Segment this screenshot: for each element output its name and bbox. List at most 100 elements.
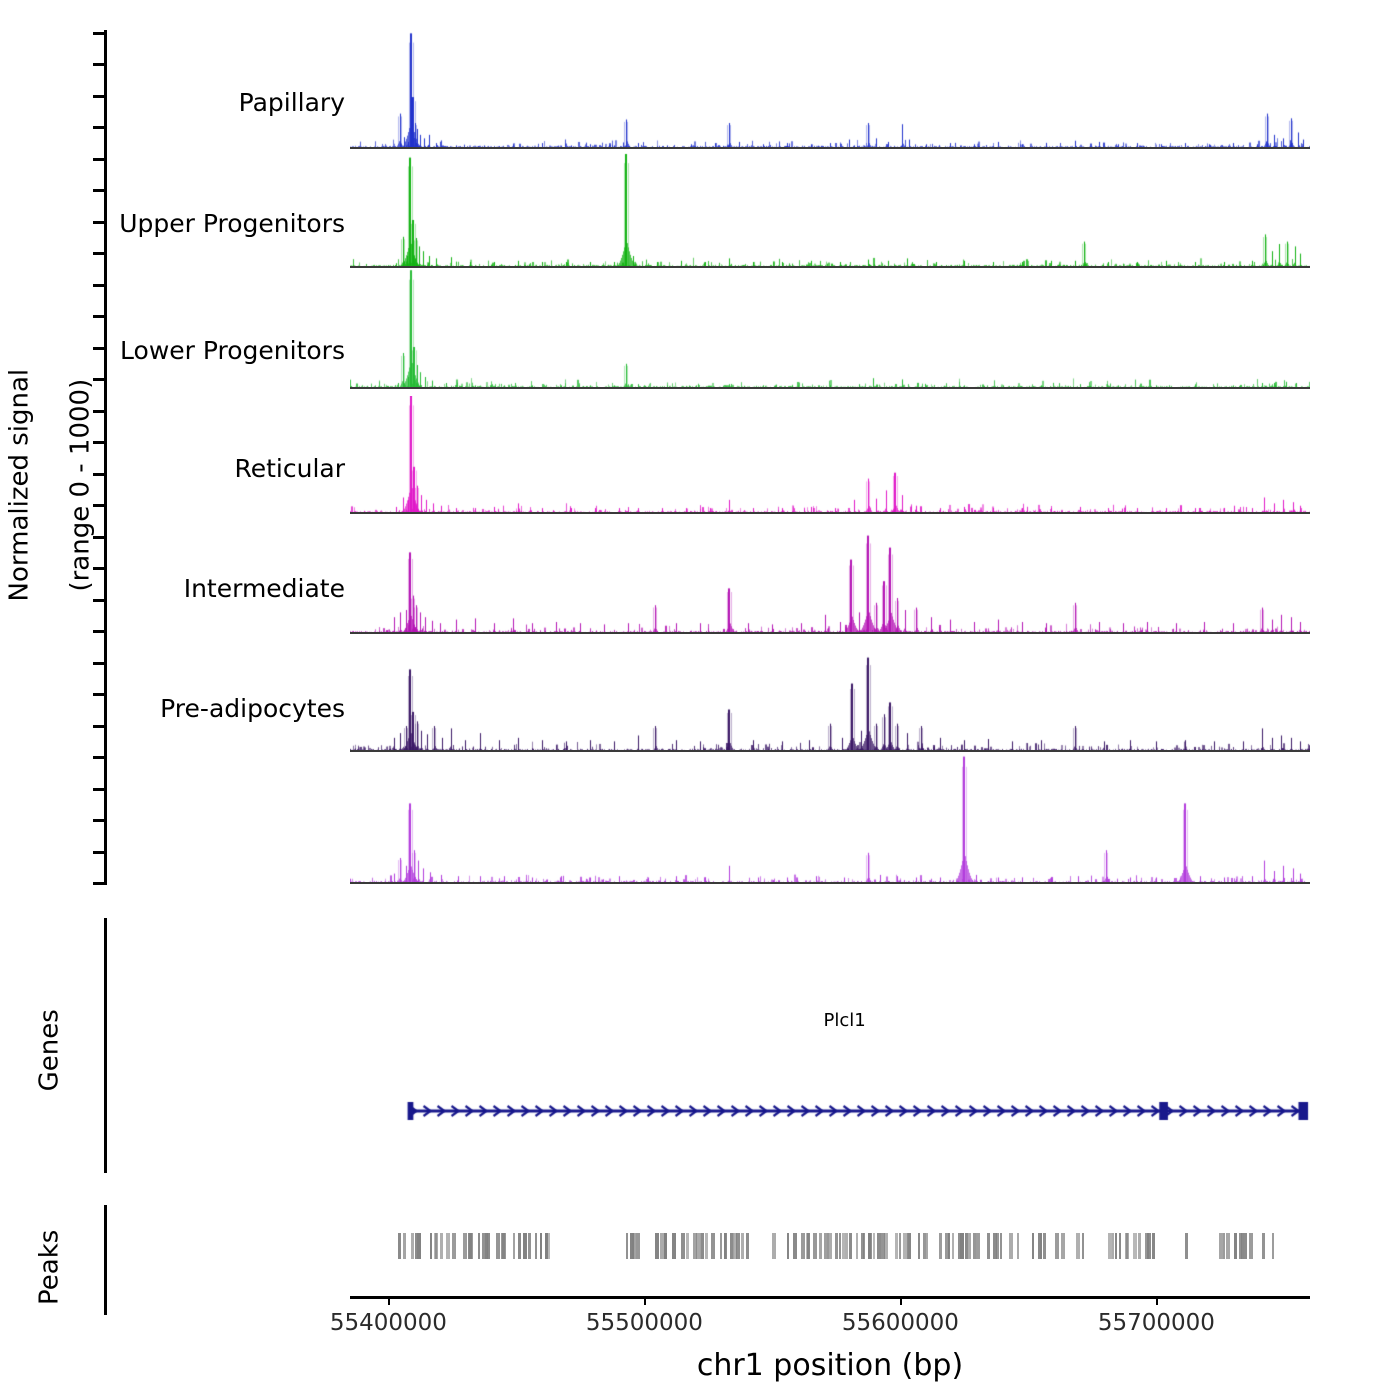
- peak-mark: [958, 1233, 962, 1259]
- peak-mark: [824, 1233, 828, 1259]
- peak-mark: [1133, 1233, 1138, 1259]
- signal-track: [350, 512, 1310, 634]
- peak-mark: [625, 1233, 628, 1259]
- peak-mark: [1008, 1233, 1013, 1259]
- signal-axis-tick: [93, 378, 105, 382]
- signal-axis-tick: [93, 724, 105, 728]
- signal-axis-tick: [93, 441, 105, 445]
- signal-axis-tick: [93, 819, 105, 823]
- peak-mark: [1262, 1233, 1265, 1259]
- peak-mark: [786, 1233, 789, 1259]
- peak-mark: [945, 1233, 950, 1259]
- peak-mark: [881, 1233, 886, 1259]
- peak-mark: [535, 1233, 538, 1259]
- signal-axis-tick: [93, 315, 105, 319]
- signal-track-baseline: [350, 632, 1310, 634]
- gene-model-canvas: [350, 1098, 1310, 1124]
- peak-mark: [477, 1233, 480, 1259]
- signal-axis-tick: [93, 409, 105, 413]
- peak-mark: [745, 1233, 749, 1259]
- peak-mark: [693, 1233, 698, 1259]
- gene-model-track: [350, 1098, 1310, 1124]
- signal-axis-label-line2: (range 0 - 1000): [65, 378, 96, 592]
- signal-axis-label: Normalized signal (range 0 - 1000): [0, 272, 127, 732]
- peak-mark: [996, 1233, 1000, 1259]
- peak-mark: [819, 1233, 823, 1259]
- genes-axis-spine: [104, 918, 107, 1173]
- peak-mark: [1239, 1233, 1243, 1259]
- signal-axis-tick: [93, 850, 105, 854]
- peak-mark: [895, 1233, 899, 1259]
- signal-track: [350, 752, 1310, 884]
- peak-mark: [1138, 1233, 1142, 1259]
- signal-track-canvas: [350, 148, 1310, 268]
- peak-mark: [415, 1233, 420, 1259]
- peak-mark: [681, 1233, 686, 1259]
- signal-track: [350, 394, 1310, 514]
- x-axis-tick: [388, 1296, 391, 1305]
- peak-mark: [844, 1233, 848, 1259]
- peak-mark: [939, 1233, 943, 1259]
- peak-mark: [1248, 1233, 1253, 1259]
- signal-track: [350, 29, 1310, 149]
- peak-mark: [545, 1233, 549, 1259]
- peak-mark: [630, 1233, 635, 1259]
- peak-mark: [902, 1233, 907, 1259]
- track-label: Intermediate: [183, 574, 345, 603]
- signal-axis-tick: [93, 598, 105, 602]
- peaks-track: [350, 1233, 1310, 1259]
- peak-mark: [446, 1233, 450, 1259]
- signal-axis-label-line1: Normalized signal: [3, 368, 34, 602]
- peak-mark: [1222, 1233, 1225, 1259]
- peak-mark: [877, 1233, 882, 1259]
- peak-mark: [975, 1233, 980, 1259]
- signal-axis-tick: [93, 472, 105, 476]
- gene-name-label: Plcl1: [823, 1010, 866, 1031]
- peak-mark: [1146, 1233, 1151, 1259]
- peak-mark: [860, 1233, 864, 1259]
- peak-mark: [663, 1233, 667, 1259]
- peak-mark: [855, 1233, 858, 1259]
- signal-track-canvas: [350, 514, 1310, 634]
- track-label: Pre-adipocytes: [160, 694, 345, 723]
- peak-mark: [439, 1233, 443, 1259]
- signal-axis-tick: [93, 787, 105, 791]
- peak-mark: [1060, 1233, 1065, 1259]
- signal-track-baseline: [350, 512, 1310, 514]
- peak-mark: [1151, 1233, 1155, 1259]
- peak-mark: [463, 1233, 468, 1259]
- peak-mark: [672, 1233, 677, 1259]
- signal-axis-tick: [93, 252, 105, 256]
- peak-mark: [500, 1233, 505, 1259]
- signal-axis-tick: [93, 535, 105, 539]
- signal-axis-tick: [93, 567, 105, 571]
- signal-track-canvas: [350, 634, 1310, 752]
- peak-mark: [968, 1233, 972, 1259]
- peak-mark: [1017, 1233, 1020, 1259]
- peak-mark: [522, 1233, 527, 1259]
- peak-mark: [829, 1233, 833, 1259]
- peak-mark: [867, 1233, 871, 1259]
- signal-track: [350, 146, 1310, 268]
- peak-mark: [1081, 1233, 1084, 1259]
- x-axis-tick: [900, 1296, 903, 1305]
- signal-axis-tick: [93, 63, 105, 67]
- signal-axis-tick: [93, 94, 105, 98]
- peak-mark: [1119, 1233, 1122, 1259]
- track-label: Reticular: [234, 454, 345, 483]
- signal-track-baseline: [350, 387, 1310, 389]
- peak-mark: [724, 1233, 728, 1259]
- peak-mark: [1115, 1233, 1118, 1259]
- peak-mark: [862, 1233, 865, 1259]
- peak-mark: [849, 1233, 853, 1259]
- peak-mark: [734, 1233, 738, 1259]
- signal-axis-tick: [93, 756, 105, 760]
- peak-mark: [740, 1233, 744, 1259]
- x-axis-tick: [1156, 1296, 1159, 1305]
- peak-mark: [827, 1233, 830, 1259]
- x-axis-tick-label: 55500000: [585, 1310, 703, 1336]
- peak-mark: [711, 1233, 716, 1259]
- peak-mark: [468, 1233, 473, 1259]
- peak-mark: [518, 1233, 521, 1259]
